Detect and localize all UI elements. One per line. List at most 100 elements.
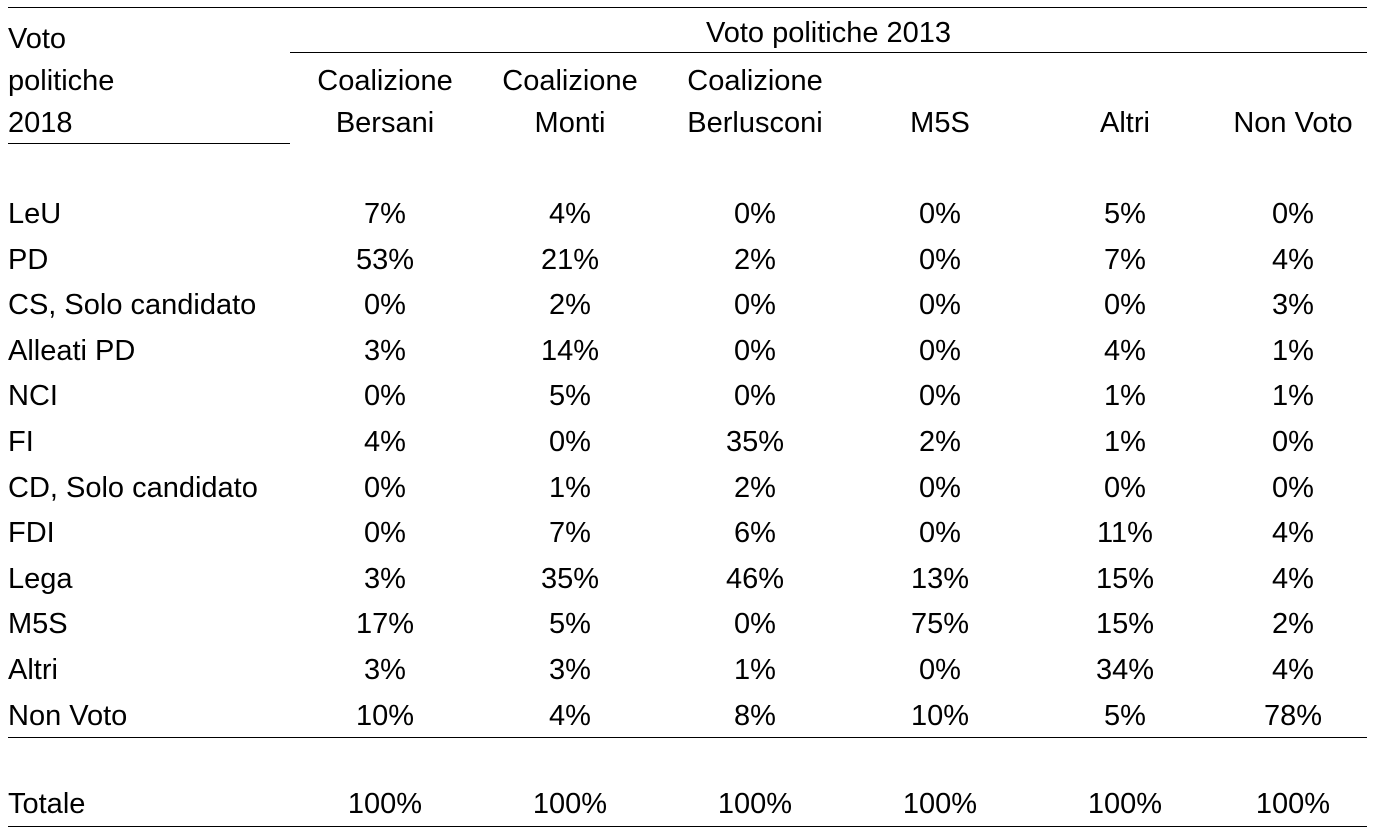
table-cell: 5% bbox=[1104, 700, 1146, 732]
column-header-line-2: Monti bbox=[534, 107, 606, 139]
table-cell: 0% bbox=[364, 472, 406, 504]
row-label: LeU bbox=[8, 198, 62, 230]
table-cell: 0% bbox=[919, 289, 961, 321]
stub-header-line-1: Voto bbox=[8, 23, 67, 55]
table-cell: 4% bbox=[1272, 244, 1314, 276]
table-cell: 0% bbox=[364, 517, 406, 549]
table-cell: 78% bbox=[1263, 700, 1323, 732]
table-cell: 0% bbox=[919, 244, 961, 276]
table-cell: 7% bbox=[1104, 244, 1146, 276]
table-cell: 75% bbox=[910, 608, 970, 640]
table-cell: 0% bbox=[734, 608, 776, 640]
table-cell: 2% bbox=[734, 472, 776, 504]
table-cell: 1% bbox=[734, 654, 776, 686]
table-cell: 0% bbox=[919, 198, 961, 230]
table-cell: 1% bbox=[1272, 335, 1314, 367]
table-cell: 2% bbox=[919, 426, 961, 458]
table-cell: 0% bbox=[734, 289, 776, 321]
table-cell: 0% bbox=[549, 426, 591, 458]
column-header-altri: Altri bbox=[1036, 60, 1214, 144]
table-cell: 6% bbox=[734, 517, 776, 549]
column-header-bersani: Coalizione Bersani bbox=[296, 60, 474, 144]
column-header-line-2: Non Voto bbox=[1233, 107, 1353, 139]
row-label: M5S bbox=[8, 608, 68, 640]
table-cell: 0% bbox=[734, 380, 776, 412]
row-label: CD, Solo candidato bbox=[8, 472, 258, 504]
table-cell: 13% bbox=[910, 563, 970, 595]
top-rule bbox=[8, 7, 1367, 8]
table-cell: 4% bbox=[1272, 517, 1314, 549]
table-cell: 5% bbox=[549, 380, 591, 412]
column-header-line-2: M5S bbox=[910, 107, 970, 139]
column-header-line-2: Altri bbox=[1100, 107, 1150, 139]
table-cell: 7% bbox=[364, 198, 406, 230]
table-cell: 5% bbox=[1104, 198, 1146, 230]
table-cell: 2% bbox=[734, 244, 776, 276]
table-cell: 1% bbox=[549, 472, 591, 504]
table-cell: 3% bbox=[364, 654, 406, 686]
total-row-label: Totale bbox=[8, 788, 86, 820]
table-cell: 100% bbox=[1087, 788, 1163, 820]
table-cell: 100% bbox=[717, 788, 793, 820]
table-cell: 0% bbox=[734, 335, 776, 367]
table-cell: 4% bbox=[549, 198, 591, 230]
table-cell: 100% bbox=[902, 788, 978, 820]
table-cell: 0% bbox=[1272, 426, 1314, 458]
column-header-line-1: Coalizione bbox=[317, 65, 453, 97]
group-header-rule bbox=[290, 52, 1367, 53]
column-header-line-1: Coalizione bbox=[687, 65, 823, 97]
row-label: PD bbox=[8, 244, 49, 276]
table-cell: 10% bbox=[355, 700, 415, 732]
table-cell: 21% bbox=[540, 244, 600, 276]
column-header-line-1: Coalizione bbox=[502, 65, 638, 97]
table-cell: 0% bbox=[1272, 472, 1314, 504]
table-cell: 100% bbox=[347, 788, 423, 820]
table-cell: 53% bbox=[355, 244, 415, 276]
table-cell: 8% bbox=[734, 700, 776, 732]
table-cell: 46% bbox=[725, 563, 785, 595]
table-cell: 4% bbox=[364, 426, 406, 458]
column-header-line-2: Berlusconi bbox=[687, 107, 823, 139]
table-cell: 0% bbox=[919, 335, 961, 367]
row-label: Non Voto bbox=[8, 700, 128, 732]
table-cell: 0% bbox=[734, 198, 776, 230]
table-cell: 5% bbox=[549, 608, 591, 640]
column-header-line-1 bbox=[1036, 60, 1214, 102]
column-header-line-1 bbox=[851, 60, 1029, 102]
table-cell: 1% bbox=[1272, 380, 1314, 412]
table-cell: 0% bbox=[1272, 198, 1314, 230]
stub-header: Voto politiche 2018 bbox=[8, 18, 114, 144]
table-cell: 11% bbox=[1097, 517, 1153, 549]
table-cell: 0% bbox=[364, 380, 406, 412]
column-header-non-voto: Non Voto bbox=[1204, 60, 1377, 144]
row-label: CS, Solo candidato bbox=[8, 289, 257, 321]
table-cell: 100% bbox=[1255, 788, 1331, 820]
column-header-line-2: Bersani bbox=[335, 107, 435, 139]
table-cell: 2% bbox=[1272, 608, 1314, 640]
column-header-line-1 bbox=[1204, 60, 1377, 102]
table-cell: 4% bbox=[549, 700, 591, 732]
table-cell: 3% bbox=[364, 563, 406, 595]
column-header-m5s: M5S bbox=[851, 60, 1029, 144]
table-cell: 0% bbox=[919, 654, 961, 686]
table-cell: 0% bbox=[919, 472, 961, 504]
row-label: FDI bbox=[8, 517, 55, 549]
stub-header-line-2: politiche bbox=[8, 65, 115, 97]
stub-header-line-3: 2018 bbox=[8, 107, 73, 139]
row-label: Lega bbox=[8, 563, 73, 595]
table-cell: 3% bbox=[1272, 289, 1314, 321]
table-cell: 4% bbox=[1272, 563, 1314, 595]
table-cell: 3% bbox=[549, 654, 591, 686]
table-cell: 0% bbox=[1104, 472, 1146, 504]
row-label: NCI bbox=[8, 380, 58, 412]
table-cell: 0% bbox=[919, 517, 961, 549]
body-bottom-rule bbox=[8, 737, 1367, 738]
table-cell: 1% bbox=[1104, 380, 1146, 412]
table-cell: 35% bbox=[540, 563, 600, 595]
row-label: Alleati PD bbox=[8, 335, 136, 367]
table-cell: 15% bbox=[1095, 608, 1155, 640]
table-cell: 0% bbox=[919, 380, 961, 412]
group-header: Voto politiche 2013 bbox=[705, 17, 952, 49]
column-header-berlusconi: Coalizione Berlusconi bbox=[666, 60, 844, 144]
table-cell: 1% bbox=[1104, 426, 1146, 458]
